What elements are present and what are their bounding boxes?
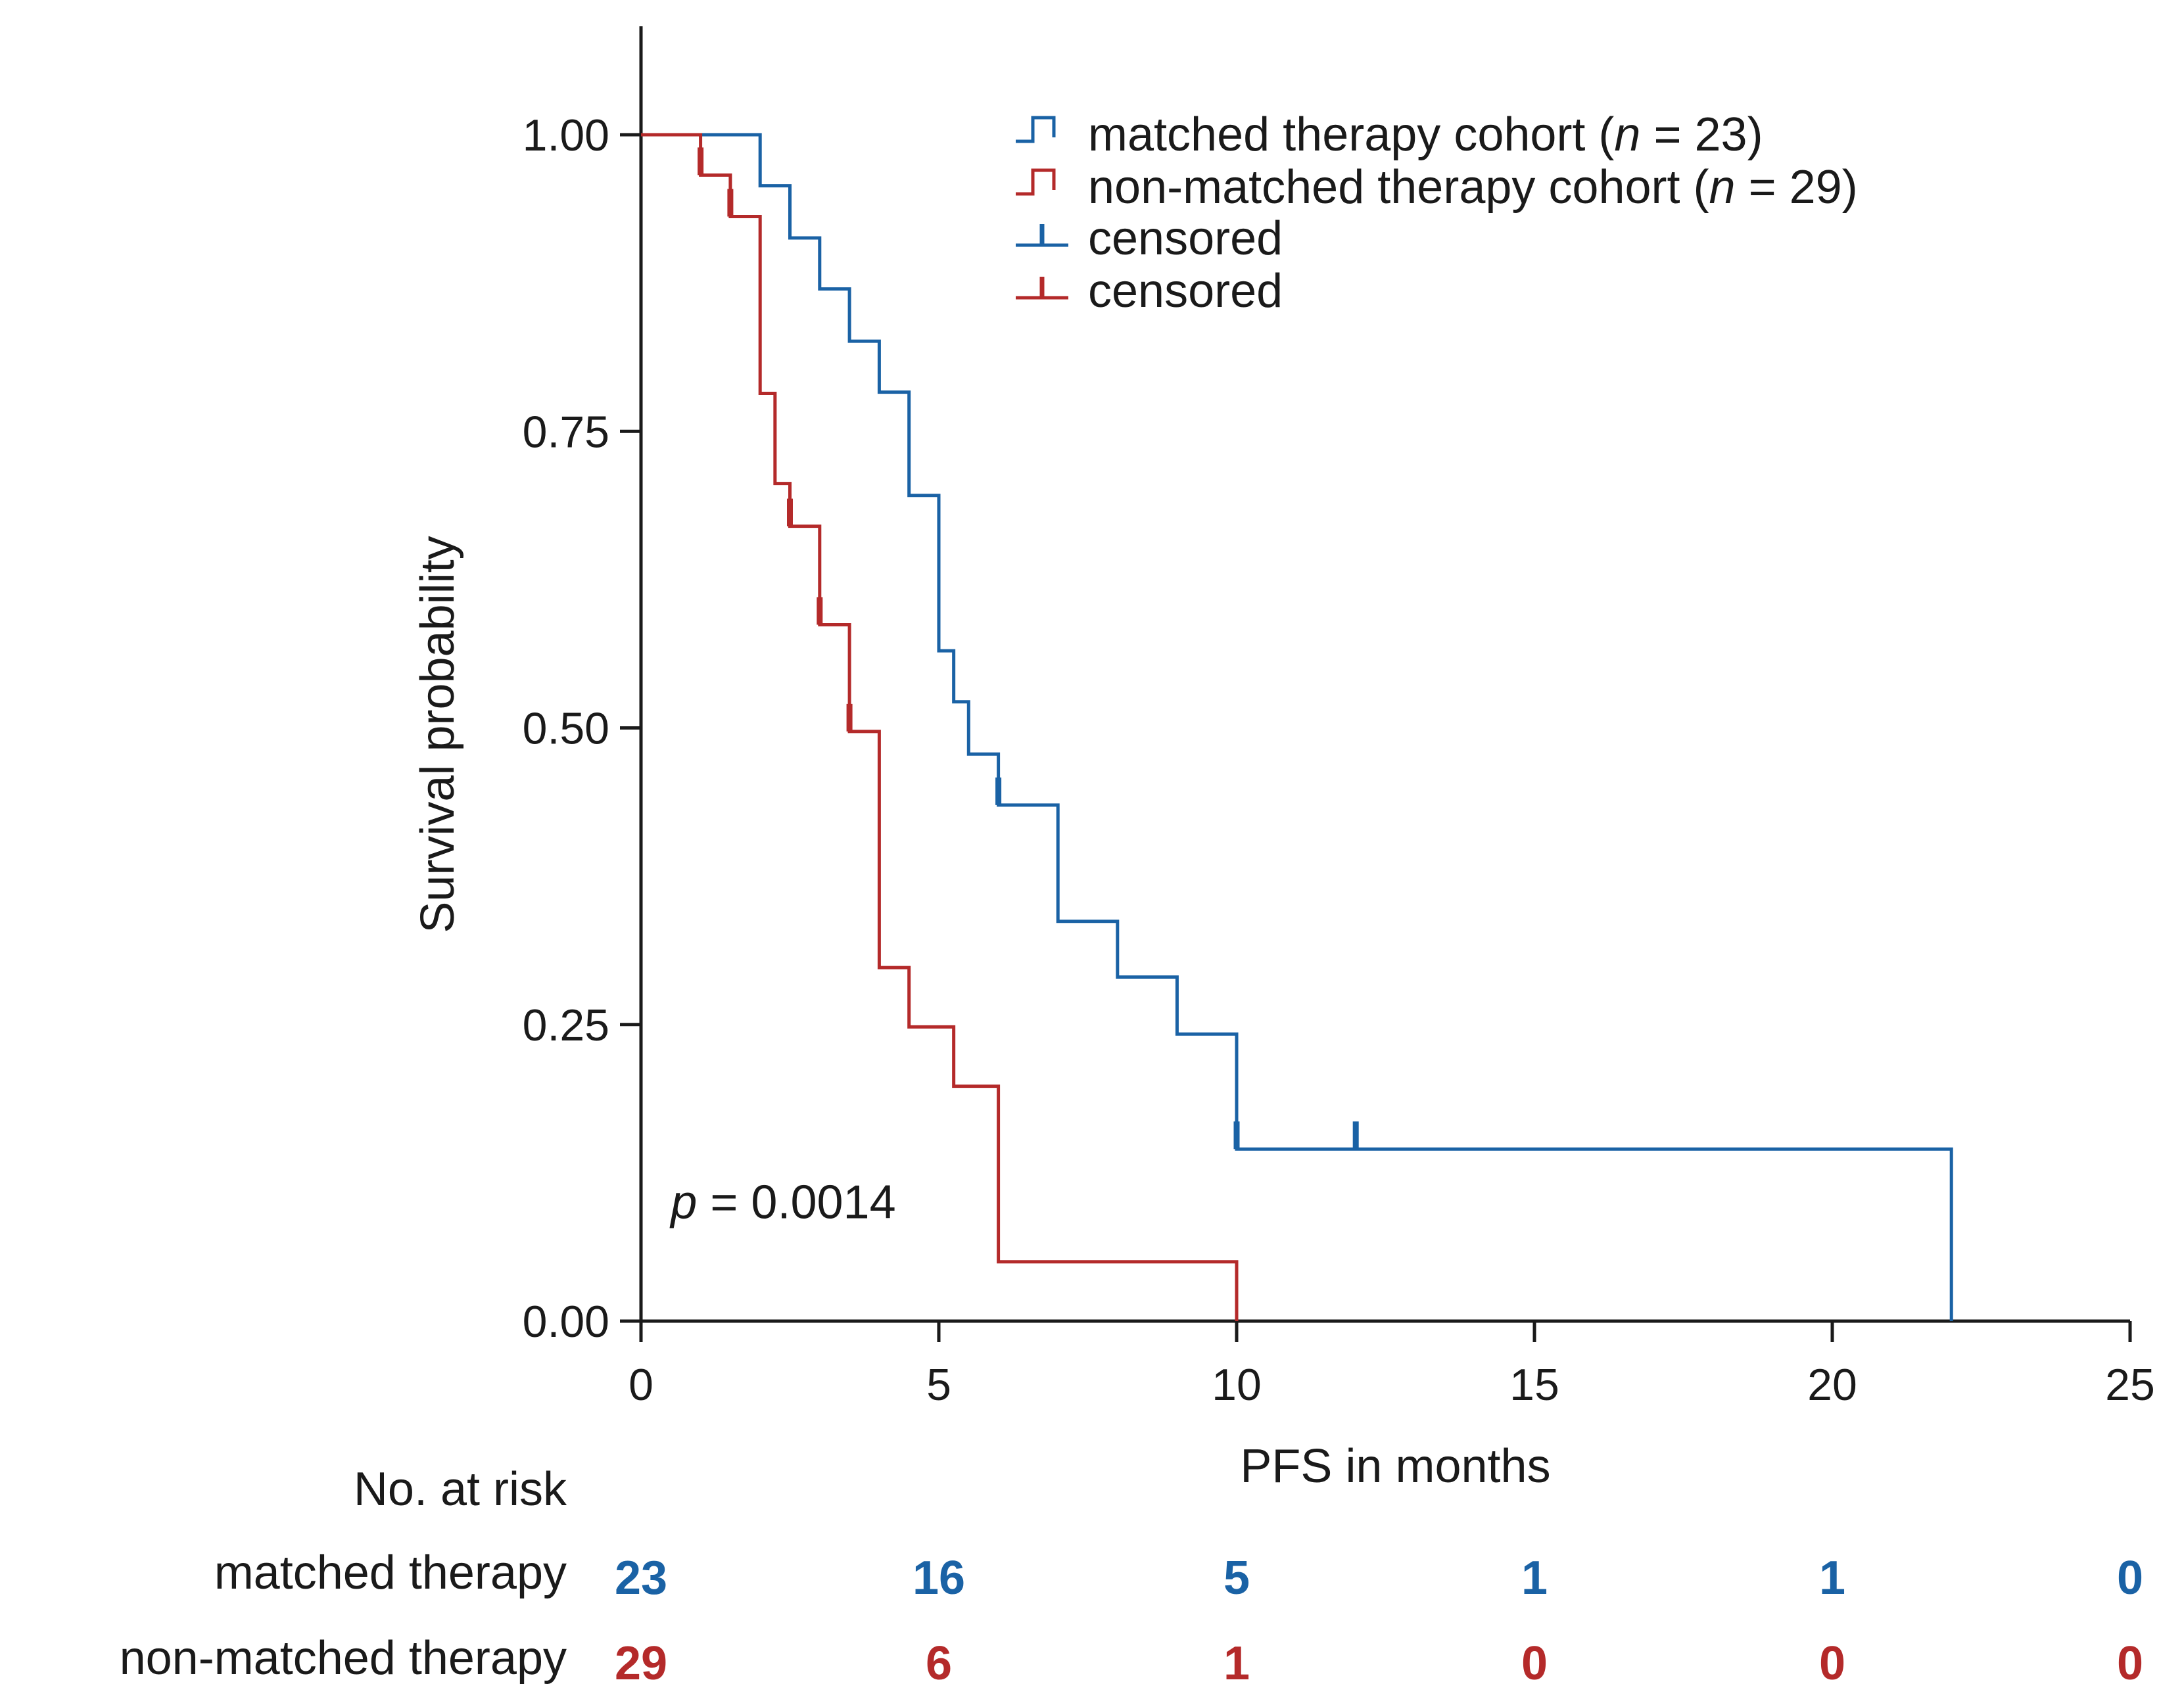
matched-risk-value: 1 <box>1521 1552 1548 1604</box>
nonmatched-risk-value: 1 <box>1223 1637 1250 1690</box>
matched-legend-swatch <box>1016 116 1056 143</box>
nonmatched-risk-value: 0 <box>1521 1637 1548 1690</box>
nonmatched-censored-legend-label: censored <box>1088 265 1283 317</box>
nonmatched-legend-label: non-matched therapy cohort (n = 29) <box>1088 161 1858 214</box>
y-tick-label: 0.75 <box>523 407 609 457</box>
legend: matched therapy cohort (n = 23)non-match… <box>1016 108 1858 317</box>
y-tick-label: 1.00 <box>523 110 609 160</box>
y-tick-label: 0.00 <box>523 1297 609 1347</box>
nonmatched-risk-value: 0 <box>1819 1637 1845 1690</box>
y-axis-title: Survival probability <box>412 536 464 933</box>
matched-risk-value: 23 <box>615 1552 667 1604</box>
y-tick-label: 0.25 <box>523 1000 609 1050</box>
matched-curve <box>641 133 1953 1321</box>
matched-censored-legend-label: censored <box>1088 212 1283 265</box>
survival-curves <box>641 133 1953 1321</box>
matched-legend-label: matched therapy cohort (n = 23) <box>1088 108 1763 161</box>
x-tick-label: 15 <box>1509 1360 1559 1410</box>
p-value-annotation: p = 0.0014 <box>669 1177 895 1229</box>
matched-risk-row-label: matched therapy <box>214 1547 567 1599</box>
nonmatched-risk-value: 29 <box>615 1637 667 1690</box>
x-tick-label: 0 <box>629 1360 653 1410</box>
x-tick-label: 10 <box>1212 1360 1262 1410</box>
nonmatched-legend-swatch <box>1016 168 1056 196</box>
matched-risk-value: 5 <box>1223 1552 1250 1604</box>
matched-risk-value: 1 <box>1819 1552 1845 1604</box>
x-tick-label: 25 <box>2105 1360 2155 1410</box>
risk-table-title: No. at risk <box>354 1463 567 1516</box>
nonmatched-risk-value: 6 <box>926 1637 952 1690</box>
matched-risk-value: 0 <box>2117 1552 2143 1604</box>
x-tick-label: 20 <box>1807 1360 1857 1410</box>
y-tick-label: 0.50 <box>523 704 609 754</box>
nonmatched-risk-row-label: non-matched therapy <box>120 1632 567 1685</box>
matched-risk-value: 16 <box>913 1552 965 1604</box>
x-axis-title: PFS in months <box>1240 1440 1550 1493</box>
axes: 0.00 0.25 0.50 0.75 1.00 0 5 10 15 20 25 PFS in mon… <box>412 26 2155 1493</box>
x-tick-label: 5 <box>926 1360 951 1410</box>
nonmatched-risk-value: 0 <box>2117 1637 2143 1690</box>
